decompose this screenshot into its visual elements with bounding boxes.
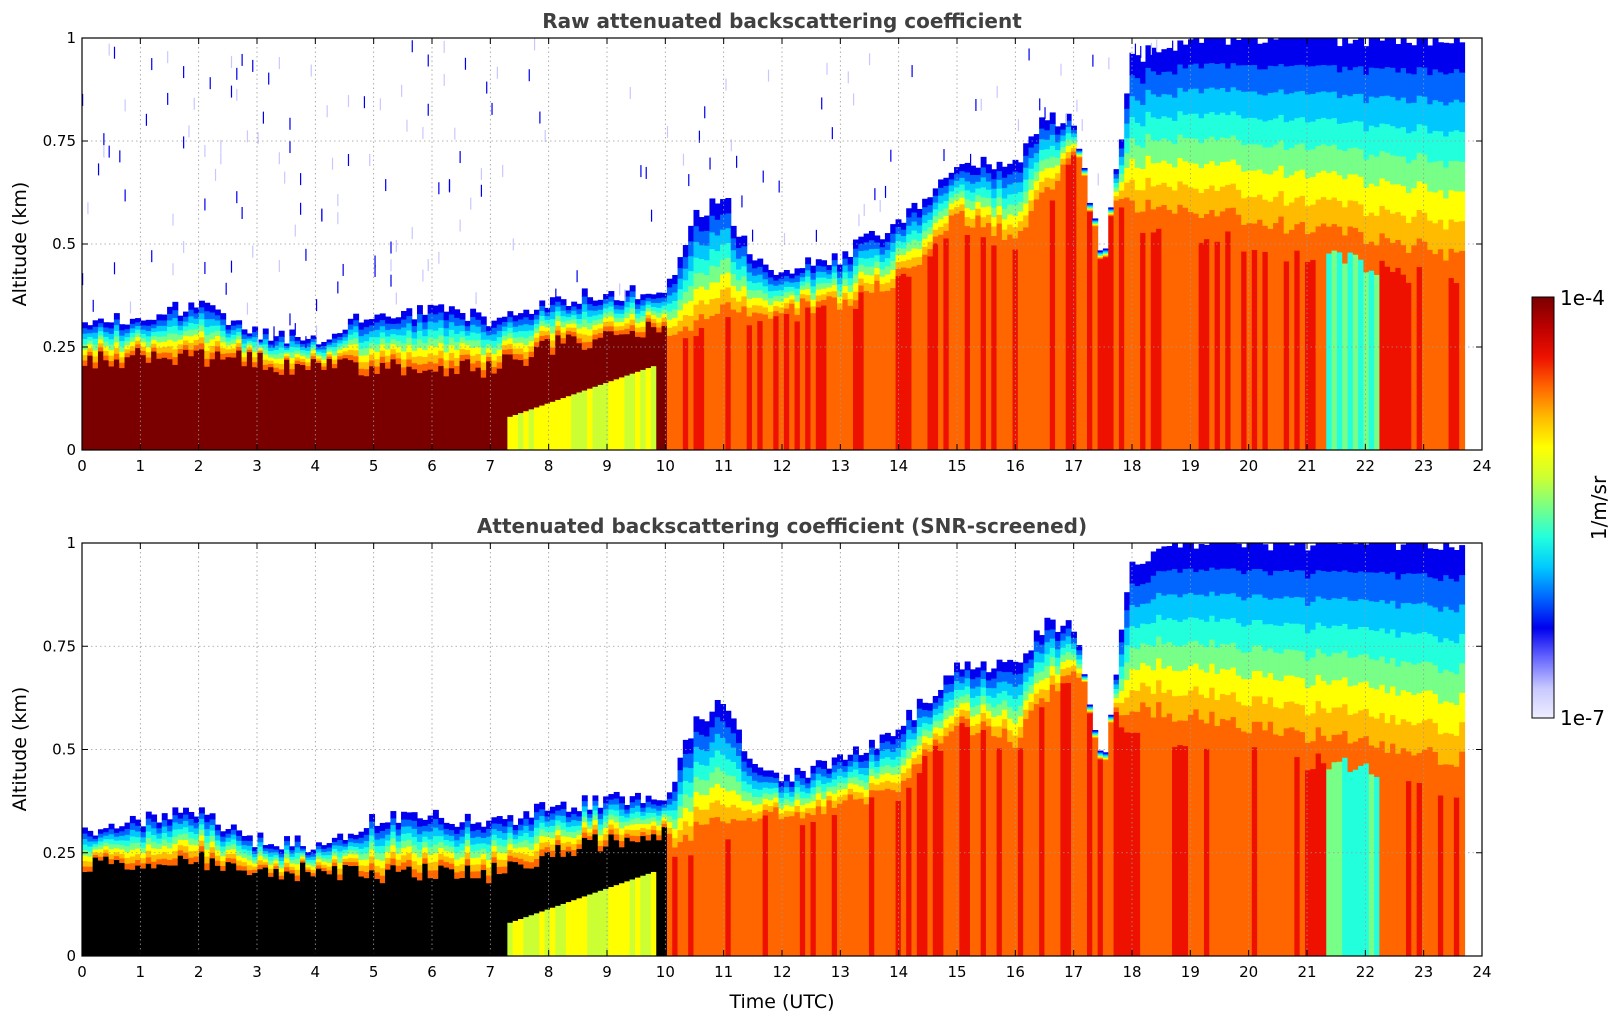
top-y-axis-label: Altitude (km) — [9, 182, 31, 307]
y-tick-label: 0 — [66, 441, 76, 459]
x-tick-label: 11 — [714, 963, 733, 981]
colorbar: 1e-4 1e-7 1/m/sr — [1531, 286, 1611, 730]
x-tick-label: 8 — [544, 457, 554, 475]
x-tick-label: 22 — [1356, 457, 1375, 475]
x-tick-label: 23 — [1414, 457, 1433, 475]
top-gridlines — [82, 38, 1482, 450]
bottom-gridlines — [82, 543, 1482, 956]
x-tick-label: 20 — [1239, 963, 1258, 981]
y-tick-label: 0.25 — [43, 338, 76, 356]
x-tick-label: 2 — [194, 457, 204, 475]
x-tick-label: 2 — [194, 963, 204, 981]
top-x-ticks: 0 1 2 3 4 5 6 7 8 9 10 11 12 13 14 15 16 17 18 19 20 21 22 23 24 — [77, 38, 1492, 475]
x-tick-label: 16 — [1006, 457, 1025, 475]
x-tick-label: 3 — [252, 457, 262, 475]
x-tick-label: 6 — [427, 963, 437, 981]
x-tick-label: 9 — [602, 457, 612, 475]
x-tick-label: 24 — [1472, 457, 1491, 475]
x-tick-label: 1 — [136, 457, 146, 475]
y-tick-label: 1 — [66, 534, 76, 552]
x-tick-label: 1 — [136, 963, 146, 981]
x-tick-label: 12 — [772, 963, 791, 981]
x-tick-label: 4 — [311, 457, 321, 475]
x-tick-label: 17 — [1064, 963, 1083, 981]
x-tick-label: 18 — [1122, 457, 1141, 475]
x-tick-label: 4 — [311, 963, 321, 981]
x-tick-label: 15 — [947, 963, 966, 981]
x-tick-label: 24 — [1472, 963, 1491, 981]
x-tick-label: 8 — [544, 963, 554, 981]
x-tick-label: 5 — [369, 457, 379, 475]
y-tick-label: 0 — [66, 947, 76, 965]
x-tick-label: 7 — [486, 457, 496, 475]
y-tick-label: 0.75 — [43, 637, 76, 655]
bottom-panel: Attenuated backscattering coefficient (S… — [9, 514, 1492, 1013]
x-tick-label: 3 — [252, 963, 262, 981]
top-panel: Raw attenuated backscattering coefficien… — [9, 9, 1492, 475]
x-tick-label: 11 — [714, 457, 733, 475]
top-y-ticks: 0 0.25 0.5 0.75 1 — [43, 29, 1482, 459]
x-tick-label: 7 — [486, 963, 496, 981]
y-tick-label: 0.75 — [43, 132, 76, 150]
y-tick-label: 0.5 — [52, 741, 76, 759]
x-tick-label: 9 — [602, 963, 612, 981]
x-tick-label: 22 — [1356, 963, 1375, 981]
x-tick-label: 14 — [889, 457, 908, 475]
colorbar-min-label: 1e-7 — [1560, 706, 1605, 730]
colorbar-bar — [1531, 296, 1555, 719]
x-axis-label: Time (UTC) — [728, 991, 834, 1013]
x-tick-label: 5 — [369, 963, 379, 981]
x-tick-label: 19 — [1181, 963, 1200, 981]
top-panel-title: Raw attenuated backscattering coefficien… — [542, 9, 1022, 33]
top-heatmap — [82, 38, 1466, 450]
y-tick-label: 0.25 — [43, 844, 76, 862]
x-tick-label: 19 — [1181, 457, 1200, 475]
x-tick-label: 10 — [656, 457, 675, 475]
bottom-heatmap — [82, 543, 1466, 956]
x-tick-label: 21 — [1297, 963, 1316, 981]
bottom-y-ticks: 0 0.25 0.5 0.75 1 — [43, 534, 1482, 965]
x-tick-label: 13 — [831, 457, 850, 475]
x-tick-label: 17 — [1064, 457, 1083, 475]
x-tick-label: 23 — [1414, 963, 1433, 981]
x-tick-label: 15 — [947, 457, 966, 475]
y-tick-label: 1 — [66, 29, 76, 47]
x-tick-label: 12 — [772, 457, 791, 475]
bottom-panel-title: Attenuated backscattering coefficient (S… — [477, 514, 1087, 538]
bottom-x-ticks: 0 1 2 3 4 5 6 7 8 9 10 11 12 13 14 15 16 17 18 19 20 21 22 23 24 — [77, 543, 1492, 981]
x-tick-label: 0 — [77, 963, 87, 981]
x-tick-label: 20 — [1239, 457, 1258, 475]
x-tick-label: 0 — [77, 457, 87, 475]
bottom-y-axis-label: Altitude (km) — [9, 687, 31, 812]
x-tick-label: 18 — [1122, 963, 1141, 981]
x-tick-label: 14 — [889, 963, 908, 981]
y-tick-label: 0.5 — [52, 235, 76, 253]
colorbar-units-label: 1/m/sr — [1587, 475, 1611, 540]
colorbar-max-label: 1e-4 — [1560, 286, 1605, 310]
x-tick-label: 21 — [1297, 457, 1316, 475]
x-tick-label: 6 — [427, 457, 437, 475]
x-tick-label: 13 — [831, 963, 850, 981]
x-tick-label: 10 — [656, 963, 675, 981]
x-tick-label: 16 — [1006, 963, 1025, 981]
